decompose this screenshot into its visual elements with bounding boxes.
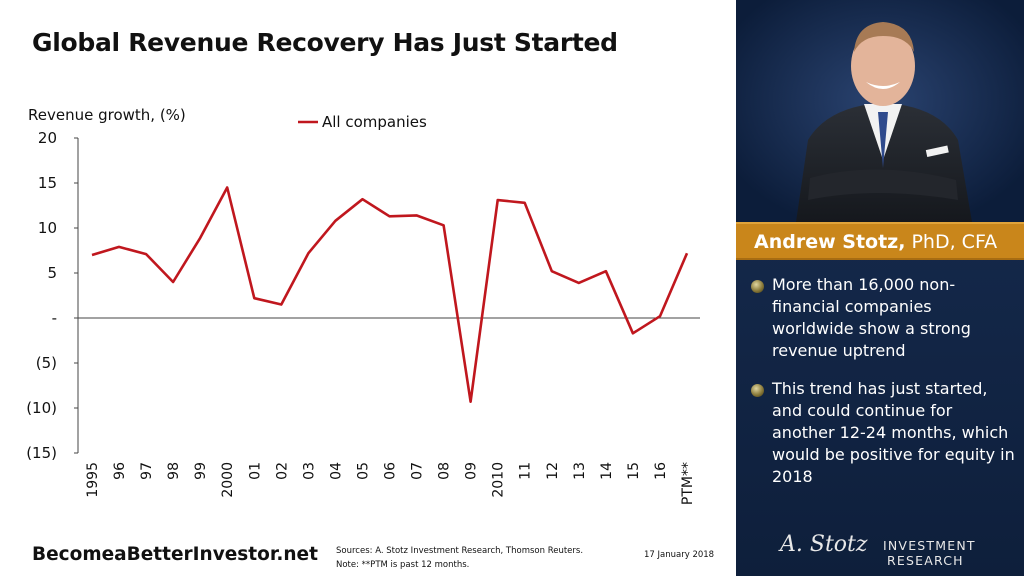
bullet-2-text: This trend has just started, and could c… xyxy=(772,379,1015,486)
x-tick-label: 09 xyxy=(464,462,480,480)
y-tick-label: (5) xyxy=(36,354,57,372)
page-title: Global Revenue Recovery Has Just Started xyxy=(32,28,618,57)
brand-line-2: RESEARCH xyxy=(887,553,964,568)
line-chart: Revenue growth, (%) All companies 20 15 10… xyxy=(26,106,700,505)
x-tick-label: 15 xyxy=(626,462,642,480)
x-tick-label: 2010 xyxy=(491,462,507,498)
x-tick-label: 96 xyxy=(112,462,128,480)
y-tick-label: (15) xyxy=(26,444,57,462)
footer-date: 17 January 2018 xyxy=(644,550,715,560)
series-line-all-companies xyxy=(91,186,689,403)
x-tick-label: 97 xyxy=(139,462,155,480)
right-panel: Andrew Stotz, PhD, CFA More than 16,000 … xyxy=(736,0,1024,576)
note-text: Note: **PTM is past 12 months. xyxy=(336,560,470,570)
x-tick-label: 06 xyxy=(383,462,399,480)
brand-logo: INVESTMENT RESEARCH xyxy=(883,538,976,568)
x-tick-label: 12 xyxy=(545,462,561,480)
x-tick-label: PTM** xyxy=(680,462,696,505)
footer-website[interactable]: BecomeaBetterInvestor.net xyxy=(32,544,318,565)
y-tick-label: 5 xyxy=(47,264,57,282)
x-tick-label: 08 xyxy=(437,462,453,480)
y-axis: 20 15 10 5 - (5) (10) (15) xyxy=(26,129,78,462)
name-bar: Andrew Stotz, PhD, CFA xyxy=(736,222,1024,260)
y-tick-label: - xyxy=(52,309,57,327)
presenter-name-bold: Andrew Stotz, xyxy=(754,231,906,253)
sources-text: Sources: A. Stotz Investment Research, T… xyxy=(336,546,584,556)
x-tick-label: 98 xyxy=(166,462,182,480)
footer-sources: Sources: A. Stotz Investment Research, T… xyxy=(336,544,583,572)
signature-logo: A. Stotz xyxy=(780,532,868,557)
legend: All companies xyxy=(298,113,427,131)
presenter-photo xyxy=(736,0,1024,222)
x-axis: 1995 96 97 98 99 2000 01 02 03 04 05 06 07 08 09 2010 11… xyxy=(85,462,696,505)
x-tick-label: 02 xyxy=(274,462,290,480)
y-tick-label: 15 xyxy=(38,174,57,192)
x-tick-label: 07 xyxy=(410,462,426,480)
y-tick-label: 10 xyxy=(38,219,57,237)
x-tick-label: 03 xyxy=(301,462,317,480)
x-tick-label: 1995 xyxy=(85,462,101,498)
bullet-2-icon xyxy=(751,384,764,397)
y-tick-label: (10) xyxy=(26,399,57,417)
bullet-1-icon xyxy=(751,280,764,293)
legend-label: All companies xyxy=(322,113,427,131)
x-tick-label: 16 xyxy=(653,462,669,480)
x-tick-label: 99 xyxy=(193,462,209,480)
presenter-credentials: PhD, CFA xyxy=(905,231,998,253)
x-tick-label: 04 xyxy=(328,462,344,480)
bullet-1-text: More than 16,000 non-financial companies… xyxy=(772,275,971,360)
x-tick-label: 01 xyxy=(247,462,263,480)
brand-line-1: INVESTMENT xyxy=(883,538,976,553)
x-tick-label: 05 xyxy=(355,462,371,480)
y-tick-label: 20 xyxy=(38,129,57,147)
x-tick-label: 14 xyxy=(599,462,615,480)
y-axis-label: Revenue growth, (%) xyxy=(28,106,186,124)
presenter-name: Andrew Stotz, PhD, CFA xyxy=(754,231,997,253)
x-tick-label: 13 xyxy=(572,462,588,480)
x-tick-label: 2000 xyxy=(220,462,236,498)
x-tick-label: 11 xyxy=(518,462,534,480)
